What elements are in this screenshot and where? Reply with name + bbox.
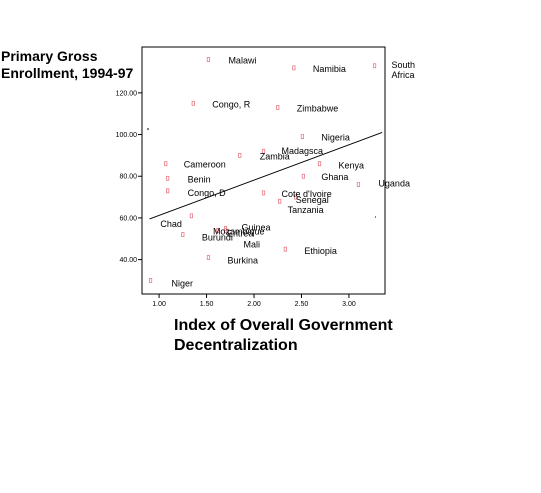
y-axis-title-line-1: Primary Gross bbox=[1, 48, 98, 64]
fit-line bbox=[149, 131, 383, 220]
y-axis-title-line-2: Enrollment, 1994-97 bbox=[1, 65, 134, 81]
data-point bbox=[300, 134, 305, 140]
x-tick-label: 3.00 bbox=[342, 301, 356, 308]
point-label: Mozambique bbox=[213, 226, 265, 236]
data-point bbox=[292, 65, 296, 71]
x-axis-title-line-1: Index of Overall Government bbox=[174, 317, 393, 334]
data-point bbox=[191, 100, 195, 106]
point-label: Eritrea bbox=[227, 228, 254, 238]
y-tick-label: 120.00 bbox=[116, 90, 138, 97]
data-point bbox=[166, 188, 170, 194]
data-point bbox=[283, 246, 287, 252]
data-point bbox=[276, 105, 280, 110]
x-axis-ticks: 1.00 1.50 2.00 2.50 3.00 bbox=[152, 294, 356, 308]
data-point bbox=[294, 194, 298, 200]
point-label: Zimbabwe bbox=[297, 103, 339, 113]
data-point bbox=[181, 232, 185, 237]
y-axis-ticks: 40.00 60.00 80.00 100.00 120.00 bbox=[116, 90, 142, 264]
data-point bbox=[261, 148, 266, 154]
point-label: Congo, D bbox=[188, 188, 227, 198]
data-point bbox=[189, 213, 193, 219]
plot-area bbox=[141, 46, 386, 295]
x-tick-label: 1.50 bbox=[200, 301, 214, 308]
point-label: Uganda bbox=[378, 179, 410, 189]
data-points bbox=[148, 57, 377, 283]
data-point bbox=[261, 190, 266, 196]
point-label: Burkina bbox=[227, 256, 258, 266]
point-label: Niger bbox=[172, 278, 194, 288]
data-point bbox=[206, 255, 211, 260]
y-axis-title: Primary Gross Enrollment, 1994-97 bbox=[1, 48, 151, 82]
point-label: Namibia bbox=[313, 64, 346, 74]
point-label: Mali bbox=[244, 239, 261, 249]
x-tick-label: 2.00 bbox=[247, 301, 261, 308]
y-tick-label: 80.00 bbox=[119, 174, 137, 181]
data-point bbox=[216, 228, 220, 233]
data-point bbox=[356, 182, 361, 187]
point-label: Congo, R bbox=[212, 99, 251, 109]
data-point bbox=[278, 198, 282, 204]
y-tick-label: 100.00 bbox=[116, 132, 138, 139]
point-label: Kenya bbox=[339, 161, 365, 171]
point-label: Madagsca bbox=[282, 146, 324, 156]
x-axis-title: Index of Overall Government Decentraliza… bbox=[174, 316, 434, 356]
data-point bbox=[166, 175, 170, 181]
point-label: Ghana bbox=[321, 172, 348, 182]
x-axis-title-line-2: Decentralization bbox=[174, 337, 298, 354]
point-label: Senegal bbox=[296, 195, 329, 205]
point-label: Malawi bbox=[228, 56, 256, 66]
data-point bbox=[238, 152, 242, 158]
point-label: Guinea bbox=[242, 222, 271, 232]
data-point bbox=[148, 278, 153, 283]
y-tick-label: 40.00 bbox=[119, 257, 137, 264]
data-point bbox=[372, 63, 377, 69]
point-label: South bbox=[392, 60, 416, 70]
y-tick-label: 60.00 bbox=[119, 215, 137, 222]
point-label: Nigeria bbox=[321, 133, 350, 143]
data-point bbox=[164, 161, 168, 167]
data-point bbox=[317, 161, 322, 167]
point-label: Africa bbox=[392, 70, 415, 80]
point-label: Chad bbox=[160, 219, 182, 229]
fit-line-group bbox=[149, 131, 383, 220]
point-label: Burundi bbox=[202, 233, 233, 243]
point-label: Cote d'Ivoire bbox=[282, 189, 332, 199]
data-point bbox=[301, 173, 305, 179]
point-label: Benin bbox=[188, 174, 211, 184]
point-label: Ethiopia bbox=[304, 246, 337, 256]
x-tick-label: 2.50 bbox=[295, 301, 309, 308]
data-point bbox=[206, 57, 211, 62]
point-label: Zambia bbox=[260, 151, 290, 161]
x-tick-label: 1.00 bbox=[152, 301, 166, 308]
data-point bbox=[223, 228, 228, 233]
point-label: Cameroon bbox=[184, 160, 226, 170]
point-label: Tanzania bbox=[288, 205, 324, 215]
